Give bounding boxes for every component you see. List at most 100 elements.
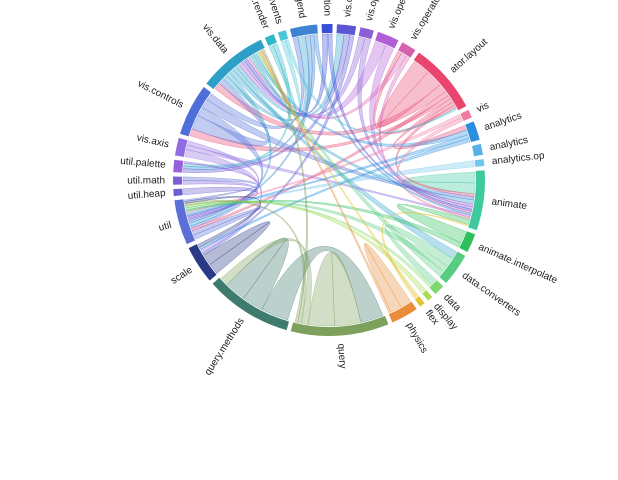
group-arc-1 — [212, 277, 290, 331]
group-arc-24 — [459, 231, 476, 253]
group-arc-25 — [439, 251, 466, 283]
group-label-19: vis — [475, 100, 491, 115]
group-arc-6 — [173, 159, 184, 173]
ribbon-28 — [202, 35, 355, 256]
ribbon-66 — [182, 176, 257, 202]
group-arc-26 — [429, 280, 444, 295]
ribbon-36 — [249, 40, 302, 116]
group-arc-15 — [358, 27, 374, 40]
group-arc-9 — [206, 39, 265, 90]
ribbon-55 — [185, 200, 448, 272]
ribbon-6 — [377, 61, 441, 128]
group-label-9: vis.data — [200, 22, 230, 56]
group-arc-18 — [413, 52, 467, 111]
ribbon-18 — [223, 35, 310, 121]
group-label-16: vis.operator — [387, 0, 417, 31]
ribbon-46 — [253, 53, 469, 147]
group-arc-16 — [375, 31, 399, 49]
group-label-23: animate — [491, 196, 528, 212]
ribbon-37 — [285, 39, 458, 134]
ribbon-24 — [369, 45, 474, 208]
group-label-12: vis.legend — [289, 0, 307, 19]
ribbon-65 — [184, 196, 261, 248]
ribbon-51 — [396, 117, 471, 220]
ribbon-27 — [182, 34, 351, 174]
ribbon-5 — [307, 251, 362, 327]
group-label-3: util — [157, 220, 172, 234]
group-label-18: ator.layout — [448, 36, 490, 75]
ribbon-0 — [261, 246, 384, 323]
group-arc-17 — [398, 42, 416, 58]
ribbon-10 — [189, 95, 451, 152]
group-arc-3 — [174, 199, 195, 245]
group-label-0: query — [335, 343, 348, 369]
ribbon-57 — [185, 200, 432, 287]
group-arc-11 — [277, 30, 289, 42]
ribbon-17 — [206, 37, 305, 129]
group-label-21: analytics — [489, 135, 529, 153]
group-arc-19 — [460, 109, 472, 121]
group-label-13: vis.operator.distortion — [320, 0, 332, 16]
group-arc-23 — [468, 170, 485, 231]
ribbon-56 — [255, 51, 444, 277]
group-label-8: vis.controls — [136, 78, 186, 110]
ribbon-49 — [186, 160, 475, 215]
ribbon-64 — [261, 48, 309, 323]
group-label-17: vis.operator.label — [408, 0, 456, 42]
ribbon-40 — [184, 149, 262, 254]
group-arc-21 — [472, 143, 483, 157]
group-label-20: analytics — [483, 110, 523, 133]
arcs-layer — [173, 24, 485, 336]
ribbon-16 — [201, 99, 475, 201]
ribbon-4 — [364, 242, 411, 313]
group-arc-8 — [180, 87, 211, 137]
group-label-14: vis.operator.encoder — [342, 0, 363, 18]
group-arc-12 — [289, 24, 318, 38]
ribbon-41 — [185, 144, 471, 218]
ribbon-30 — [327, 33, 473, 212]
group-arc-27 — [422, 290, 433, 301]
ribbon-50 — [186, 114, 462, 214]
ribbon-60 — [381, 212, 469, 299]
ribbon-2 — [203, 221, 271, 274]
group-arc-13 — [321, 24, 333, 34]
ribbon-3 — [191, 207, 262, 240]
group-arc-22 — [474, 159, 485, 167]
ribbon-48 — [199, 138, 471, 250]
ribbon-15 — [190, 107, 264, 229]
ribbon-1 — [226, 237, 289, 310]
ribbon-39 — [183, 43, 291, 168]
group-label-7: vis.axis — [136, 133, 170, 151]
ribbon-14 — [191, 78, 270, 147]
group-arc-7 — [174, 137, 188, 157]
group-label-22: analytics.op — [491, 150, 545, 167]
ribbon-9 — [190, 91, 449, 232]
ribbon-43 — [182, 186, 258, 221]
ribbons-layer — [182, 33, 476, 327]
ribbon-20 — [229, 69, 474, 205]
group-label-2: scale — [169, 265, 195, 287]
ribbon-26 — [357, 38, 473, 210]
group-arc-20 — [465, 121, 480, 143]
ribbon-32 — [378, 55, 472, 214]
ribbon-23 — [238, 41, 386, 119]
group-arc-28 — [414, 296, 425, 307]
group-label-5: util.math — [127, 175, 165, 186]
group-arc-10 — [264, 34, 277, 47]
ribbon-61 — [259, 49, 392, 314]
group-label-29: physics — [404, 321, 430, 356]
group-arc-0 — [290, 315, 389, 336]
group-arc-29 — [388, 301, 417, 323]
group-label-24: animate.interpolate — [477, 242, 560, 287]
ribbon-59 — [258, 51, 419, 298]
group-label-25: data.converters — [460, 270, 523, 319]
ribbon-21 — [232, 66, 457, 259]
group-arc-2 — [188, 244, 217, 281]
group-label-10: vis.data.render — [236, 0, 272, 31]
group-label-1: query.methods — [203, 316, 247, 377]
group-arc-14 — [336, 24, 357, 36]
group-label-6: util.palette — [120, 156, 167, 171]
group-label-4: util.heap — [127, 188, 166, 202]
